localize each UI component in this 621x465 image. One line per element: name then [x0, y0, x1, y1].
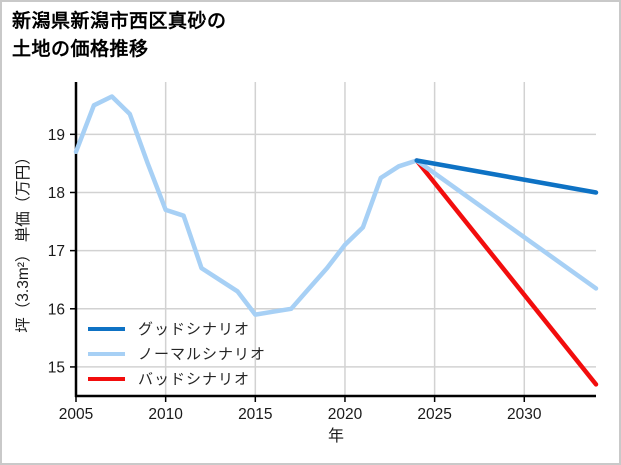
y-tick-label: 16 [48, 301, 65, 318]
legend-item-good-scenario: グッドシナリオ [88, 316, 266, 341]
x-tick-label: 2005 [59, 406, 93, 423]
bad-scenario-line-swatch [88, 376, 125, 381]
y-axis-label: 坪（3.3m²） 単価（万円） [15, 149, 32, 333]
x-tick-label: 2010 [148, 406, 183, 423]
y-tick-label: 18 [48, 185, 65, 202]
legend-label: ノーマルシナリオ [138, 346, 267, 363]
y-tick-label: 17 [48, 243, 65, 260]
x-axis-label: 年 [327, 428, 345, 445]
good-scenario-line-swatch [88, 326, 125, 331]
chart-title-line1: 新潟県新潟市西区真砂の [12, 11, 227, 32]
chart-title-line2: 土地の価格推移 [12, 39, 149, 60]
legend-label: グッドシナリオ [138, 321, 251, 338]
series-line-normal [73, 94, 599, 317]
chart-title: 新潟県新潟市西区真砂の 土地の価格推移 [12, 8, 227, 64]
legend-item-normal-scenario: ノーマルシナリオ [88, 341, 266, 366]
legend: グッドシナリオ ノーマルシナリオ バッドシナリオ [88, 316, 266, 391]
x-tick-label: 2030 [507, 406, 542, 423]
series-line-good [414, 158, 599, 195]
x-tick-label: 2020 [328, 406, 363, 423]
y-tick-label: 19 [48, 127, 65, 144]
legend-item-bad-scenario: バッドシナリオ [88, 366, 266, 391]
x-tick-label: 2025 [417, 406, 451, 423]
legend-label: バッドシナリオ [138, 371, 251, 388]
normal-scenario-line-swatch [88, 351, 125, 356]
y-tick-label: 15 [48, 359, 65, 376]
series-line-bad [414, 158, 599, 387]
x-tick-label: 2015 [238, 406, 272, 423]
